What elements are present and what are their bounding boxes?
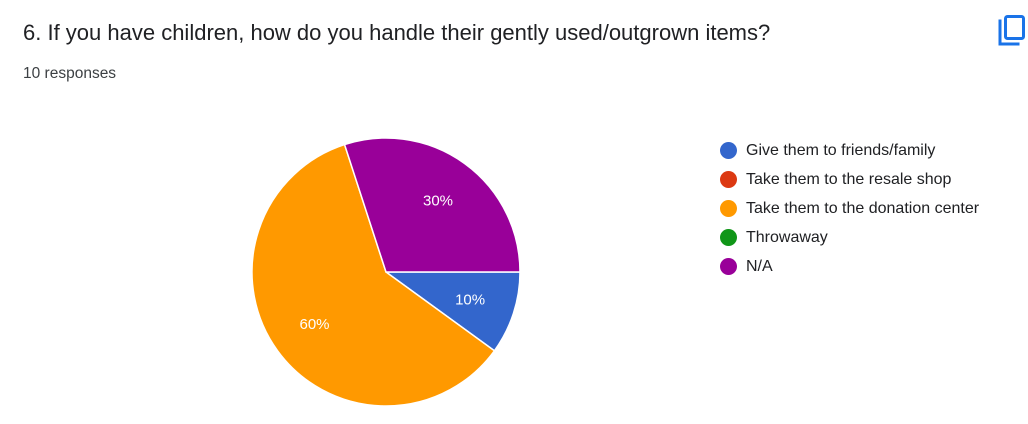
legend-item: Give them to friends/family — [720, 136, 979, 165]
legend-item: Take them to the donation center — [720, 194, 979, 223]
copy-chart-button[interactable] — [996, 14, 1028, 48]
legend-swatch — [720, 142, 737, 159]
chart-legend: Give them to friends/family Take them to … — [720, 136, 979, 281]
legend-label: Throwaway — [746, 228, 828, 246]
copy-icon — [998, 15, 1025, 46]
pie-slice — [343, 137, 521, 273]
legend-label: Take them to the resale shop — [746, 170, 952, 188]
legend-item: Throwaway — [720, 223, 979, 252]
legend-label: Take them to the donation center — [746, 199, 980, 217]
legend-item: N/A — [720, 252, 979, 281]
slice-label: 30% — [423, 193, 453, 210]
question-title: 6. If you have children, how do you hand… — [23, 20, 771, 45]
pie-slice — [251, 143, 496, 407]
pie-slice — [383, 271, 521, 352]
legend-swatch — [720, 258, 737, 275]
legend-swatch — [720, 171, 737, 188]
response-count: 10 responses — [23, 65, 117, 82]
legend-label: Give them to friends/family — [746, 141, 936, 159]
legend-swatch — [720, 229, 737, 246]
slice-label: 60% — [299, 316, 329, 333]
slice-label: 10% — [455, 291, 485, 308]
legend-item: Take them to the resale shop — [720, 165, 979, 194]
legend-swatch — [720, 200, 737, 217]
legend-label: N/A — [746, 257, 773, 275]
